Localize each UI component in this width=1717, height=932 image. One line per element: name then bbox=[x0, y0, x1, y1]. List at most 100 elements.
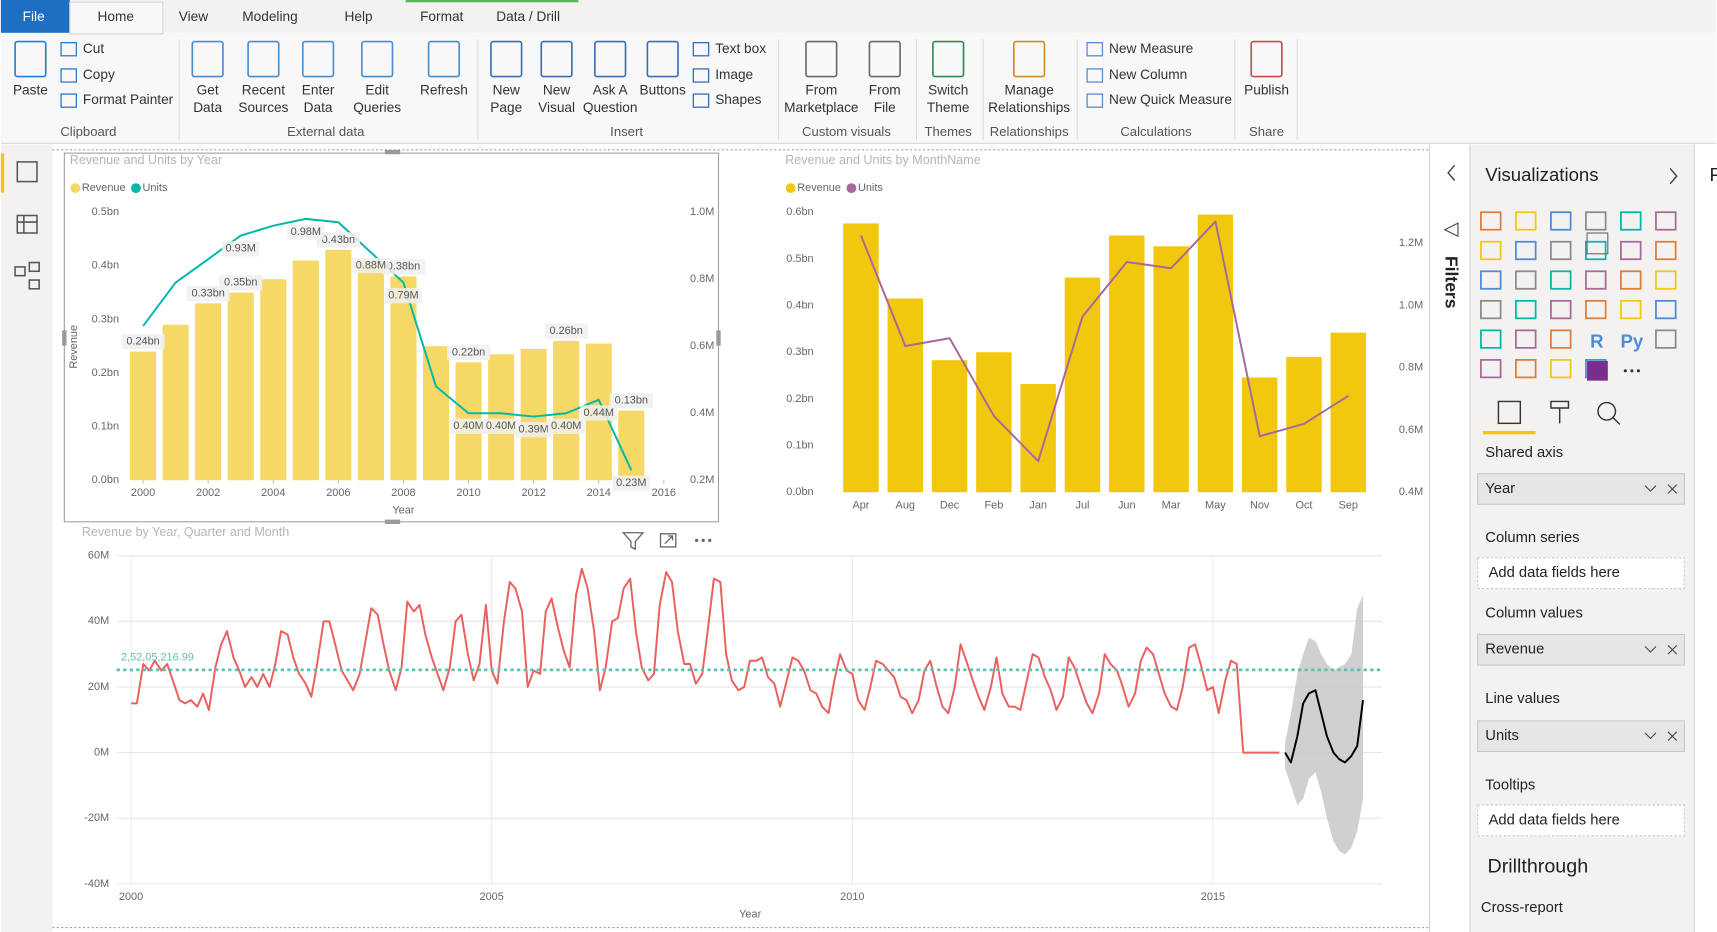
ribbon-button[interactable]: Paste bbox=[13, 82, 48, 97]
field-pill[interactable] bbox=[1477, 473, 1685, 505]
fields-tab-icon[interactable] bbox=[1497, 400, 1522, 425]
ribbon-button[interactable]: Image bbox=[715, 67, 753, 82]
ribbon-tab[interactable]: Help bbox=[345, 9, 373, 24]
visual-type-icon[interactable] bbox=[1515, 299, 1537, 320]
visual-header-icons[interactable] bbox=[621, 532, 677, 551]
report-view-icon[interactable] bbox=[16, 161, 38, 183]
ribbon-button[interactable]: New Column bbox=[1109, 67, 1187, 82]
ribbon-button[interactable]: Buttons bbox=[640, 82, 686, 97]
visual-type-icon[interactable] bbox=[1515, 240, 1537, 261]
filter-icon[interactable] bbox=[621, 532, 645, 551]
visual-type-icon[interactable] bbox=[1480, 329, 1502, 349]
visual-type-icon[interactable] bbox=[1480, 211, 1502, 231]
field-remove[interactable] bbox=[1667, 731, 1678, 741]
visual-type-icon[interactable] bbox=[1620, 240, 1642, 261]
field-name[interactable]: Revenue bbox=[1485, 642, 1544, 658]
drop-zone[interactable] bbox=[1477, 557, 1685, 590]
visual-type-icon[interactable] bbox=[1655, 240, 1677, 261]
ribbon-button[interactable]: From bbox=[805, 82, 837, 97]
collapse-icon[interactable] bbox=[1447, 164, 1456, 181]
drop-zone[interactable] bbox=[1477, 804, 1685, 837]
ribbon-button[interactable]: Switch bbox=[928, 82, 968, 97]
visual-type-icon[interactable] bbox=[1515, 270, 1537, 290]
visual-type-icon[interactable] bbox=[1515, 211, 1537, 231]
ribbon-tab[interactable]: File bbox=[23, 9, 45, 24]
ribbon-tab[interactable]: View bbox=[179, 9, 208, 24]
model-view-icon[interactable] bbox=[14, 266, 26, 277]
ribbon-button[interactable]: New Quick Measure bbox=[1109, 92, 1232, 107]
ribbon-button[interactable]: Queries bbox=[353, 100, 401, 115]
visual-type-icon[interactable] bbox=[1585, 299, 1607, 320]
ribbon-button[interactable]: New bbox=[543, 82, 570, 97]
ribbon-button[interactable]: Shapes bbox=[715, 92, 761, 107]
ribbon-button[interactable]: Page bbox=[490, 100, 522, 115]
visual-type-icon[interactable] bbox=[1515, 359, 1537, 379]
focus-mode-icon[interactable] bbox=[659, 533, 677, 548]
ribbon-button[interactable]: Get bbox=[197, 82, 219, 97]
field-remove[interactable] bbox=[1667, 645, 1678, 655]
ribbon-button[interactable]: Marketplace bbox=[784, 100, 858, 115]
visual-type-icon[interactable] bbox=[1620, 299, 1642, 320]
ribbon-button[interactable]: Text box bbox=[715, 41, 766, 56]
field-dropdown[interactable] bbox=[1644, 646, 1657, 653]
field-pill[interactable] bbox=[1477, 720, 1685, 753]
analytics-tab-icon[interactable] bbox=[1597, 401, 1617, 421]
visual-type-icon[interactable] bbox=[1585, 211, 1607, 231]
ribbon-button[interactable]: Manage bbox=[1004, 82, 1053, 97]
filters-title[interactable]: Filters bbox=[1442, 256, 1462, 309]
ribbon-button[interactable]: Edit bbox=[365, 82, 389, 97]
visual-type-icon[interactable] bbox=[1480, 270, 1502, 290]
ribbon-tab[interactable]: Data / Drill bbox=[496, 9, 560, 24]
ribbon-button[interactable]: New bbox=[493, 82, 520, 97]
visual-type-label[interactable]: Py bbox=[1621, 330, 1644, 351]
ribbon-button[interactable]: From bbox=[869, 82, 901, 97]
ribbon-button[interactable]: Copy bbox=[83, 67, 115, 82]
ribbon-button[interactable]: Theme bbox=[927, 100, 970, 115]
ribbon-button[interactable]: Cut bbox=[83, 41, 104, 56]
field-remove[interactable] bbox=[1667, 484, 1678, 494]
visual-type-icon[interactable] bbox=[1550, 211, 1572, 231]
data-view-icon[interactable] bbox=[16, 214, 38, 234]
visual-type-icon[interactable] bbox=[1550, 270, 1572, 290]
more-options-icon[interactable] bbox=[694, 538, 712, 543]
ribbon-button[interactable]: Sources bbox=[238, 100, 288, 115]
visual-type-icon[interactable] bbox=[1515, 329, 1537, 349]
field-name[interactable]: Year bbox=[1485, 481, 1515, 497]
visual-type-icon[interactable] bbox=[1480, 240, 1502, 261]
ribbon-button[interactable]: New Measure bbox=[1109, 41, 1193, 56]
custom-visual-icon[interactable] bbox=[1587, 360, 1608, 381]
visual-type-icon[interactable] bbox=[1480, 299, 1502, 320]
visual-type-icon[interactable] bbox=[1585, 240, 1607, 261]
ribbon-button[interactable]: Data bbox=[193, 100, 222, 115]
visual-type-icon[interactable] bbox=[1585, 270, 1607, 290]
ribbon-tab[interactable]: Home bbox=[98, 9, 134, 24]
field-dropdown[interactable] bbox=[1644, 485, 1657, 492]
format-tab-icon[interactable] bbox=[1550, 400, 1570, 424]
field-pill[interactable] bbox=[1477, 633, 1685, 666]
ribbon-button[interactable]: Publish bbox=[1244, 82, 1289, 97]
visual-type-icon[interactable] bbox=[1620, 270, 1642, 290]
ribbon-button[interactable]: Data bbox=[304, 100, 333, 115]
visual-type-icon[interactable] bbox=[1480, 359, 1502, 379]
ribbon-button[interactable]: Recent bbox=[242, 82, 285, 97]
expand-icon[interactable] bbox=[1669, 167, 1678, 185]
ribbon-button[interactable]: Question bbox=[583, 100, 638, 115]
ribbon-tab[interactable]: Modeling bbox=[242, 9, 297, 24]
ribbon-button[interactable]: Enter bbox=[302, 82, 335, 97]
visual-type-label[interactable]: R bbox=[1590, 330, 1604, 351]
field-dropdown[interactable] bbox=[1644, 732, 1657, 740]
ribbon-button[interactable]: Refresh bbox=[420, 82, 468, 97]
visual-type-icon[interactable] bbox=[1655, 329, 1677, 349]
visual-type-icon[interactable] bbox=[1550, 329, 1572, 349]
ribbon-button[interactable]: Relationships bbox=[988, 100, 1070, 115]
visual-type-icon[interactable] bbox=[1655, 211, 1677, 231]
visual-type-icon[interactable] bbox=[1620, 211, 1642, 231]
visual-type-icon[interactable] bbox=[1655, 270, 1677, 290]
visual-type-icon[interactable] bbox=[1550, 299, 1572, 320]
visual-type-icon[interactable] bbox=[1550, 359, 1572, 379]
ribbon-button[interactable]: Ask A bbox=[593, 82, 629, 97]
ribbon-tab[interactable]: Format bbox=[420, 9, 463, 24]
visual-type-icon[interactable] bbox=[1550, 240, 1572, 261]
ribbon-button[interactable]: Format Painter bbox=[83, 92, 174, 107]
ribbon-button[interactable]: Visual bbox=[538, 100, 575, 115]
